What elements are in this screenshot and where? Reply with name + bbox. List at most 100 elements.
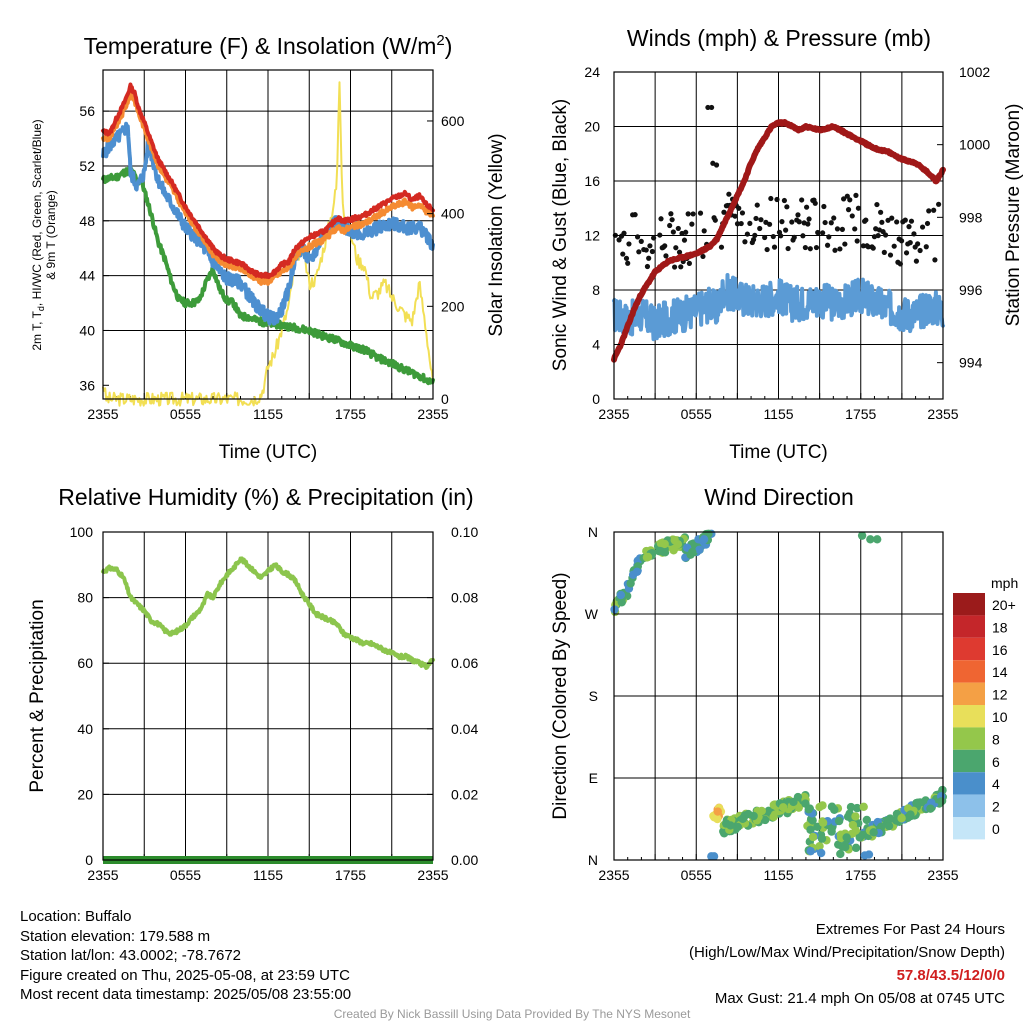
gust-point bbox=[805, 221, 811, 227]
direction-point bbox=[769, 812, 778, 822]
recent-text: Most recent data timestamp: 2025/05/08 2… bbox=[20, 986, 352, 1003]
gust-point bbox=[841, 196, 847, 202]
gust-point bbox=[738, 220, 744, 227]
y-tick-label: 48 bbox=[79, 213, 95, 229]
direction-point bbox=[808, 832, 818, 842]
y-tick-label: 0 bbox=[592, 391, 600, 407]
y2-tick-label: 0.10 bbox=[451, 524, 478, 540]
gust-point bbox=[831, 215, 837, 221]
credit-text: Created By Nick Bassill Using Data Provi… bbox=[333, 1007, 691, 1021]
direction-point bbox=[885, 814, 895, 823]
y2-tick-label: 1002 bbox=[959, 64, 990, 80]
gust-point bbox=[815, 229, 821, 236]
gust-point bbox=[636, 249, 642, 255]
direction-point bbox=[695, 545, 704, 554]
gust-point bbox=[791, 234, 797, 240]
gust-point bbox=[649, 248, 655, 255]
y-tick-label: N bbox=[588, 852, 598, 868]
direction-point bbox=[836, 849, 845, 859]
gust-point bbox=[806, 216, 812, 222]
gust-point bbox=[726, 191, 732, 197]
gust-point bbox=[865, 244, 871, 250]
extremes-subtitle: (High/Low/Max Wind/Precipitation/Snow De… bbox=[689, 944, 1005, 961]
gust-point bbox=[750, 237, 757, 243]
colorbar-swatch bbox=[953, 817, 985, 840]
gust-point bbox=[917, 247, 923, 254]
x-tick-label: 0555 bbox=[170, 867, 201, 883]
chart-title-main: Temperature (F) & Insolation (W/m bbox=[84, 33, 437, 59]
colorbar-label: 6 bbox=[992, 754, 1000, 770]
x-tick-label: 0555 bbox=[681, 867, 712, 883]
direction-point bbox=[834, 816, 844, 826]
y-axis-label-part: , HI/WC (Red, Green, Scarlet/Blue) bbox=[30, 119, 44, 306]
gust-point bbox=[832, 247, 838, 253]
y-axis-label-line2: & 9m T (Orange) bbox=[44, 190, 58, 280]
y-tick-label: 24 bbox=[584, 64, 600, 80]
gust-point bbox=[902, 217, 908, 223]
direction-point bbox=[857, 531, 867, 540]
direction-point bbox=[673, 540, 683, 549]
direction-point bbox=[842, 833, 851, 842]
gust-point bbox=[913, 258, 920, 264]
chart-title-sup: 2 bbox=[436, 32, 444, 49]
gust-point bbox=[796, 219, 802, 225]
y2-tick-label: 0.00 bbox=[451, 852, 478, 868]
x-tick-label: 2355 bbox=[87, 406, 118, 422]
direction-point bbox=[864, 850, 874, 859]
x-tick-label: 1155 bbox=[253, 867, 283, 883]
direction-point bbox=[815, 802, 824, 812]
gust-point bbox=[894, 219, 900, 225]
gust-point bbox=[701, 228, 707, 234]
gust-point bbox=[721, 209, 727, 215]
y-tick-label: 16 bbox=[584, 173, 600, 189]
direction-point bbox=[779, 803, 788, 812]
colorbar-label: 12 bbox=[992, 687, 1008, 703]
gust-point bbox=[623, 255, 630, 261]
gust-point bbox=[785, 245, 791, 252]
colorbar-label: 18 bbox=[992, 619, 1008, 635]
gust-point bbox=[847, 197, 853, 203]
gust-point bbox=[781, 197, 787, 204]
gust-point bbox=[657, 232, 663, 238]
colorbar-swatch bbox=[953, 727, 985, 750]
temp-panel: 2355 0555 1155 1755 2355 36 40 44 48 52 56 0 200 400 6… bbox=[30, 32, 507, 463]
gust-point bbox=[839, 226, 845, 232]
gust-point bbox=[911, 231, 917, 237]
colorbar-label: 10 bbox=[992, 709, 1008, 725]
direction-point bbox=[760, 815, 770, 825]
direction-point bbox=[912, 798, 921, 808]
gust-point bbox=[849, 213, 855, 219]
chart-title: Winds (mph) & Pressure (mb) bbox=[627, 25, 931, 51]
gust-point bbox=[923, 244, 929, 250]
direction-point bbox=[884, 821, 894, 831]
gust-point bbox=[783, 227, 789, 233]
gust-point bbox=[837, 246, 843, 252]
y-tick-label: 8 bbox=[592, 282, 600, 298]
direction-point bbox=[699, 535, 709, 544]
gust-point bbox=[807, 246, 813, 252]
x-tick-label: 0555 bbox=[681, 406, 712, 422]
y-tick-label: 20 bbox=[77, 786, 93, 802]
gust-point bbox=[879, 219, 885, 225]
gust-point bbox=[852, 226, 858, 232]
gust-point bbox=[697, 210, 704, 216]
gust-point bbox=[771, 244, 778, 250]
gust-point bbox=[686, 260, 692, 266]
gust-point bbox=[826, 234, 832, 240]
gust-point bbox=[821, 203, 827, 210]
gust-point bbox=[903, 250, 910, 256]
gust-point bbox=[700, 253, 706, 260]
gust-point bbox=[662, 243, 668, 249]
gust-point bbox=[897, 261, 903, 267]
direction-point bbox=[643, 552, 653, 562]
direction-point bbox=[616, 590, 626, 600]
gust-point bbox=[800, 233, 806, 239]
direction-point bbox=[789, 797, 798, 807]
y2-tick-label: 996 bbox=[959, 282, 983, 298]
y2-tick-label: 200 bbox=[441, 298, 465, 314]
y2-tick-label: 0.06 bbox=[451, 655, 478, 671]
y-axis-label: Sonic Wind & Gust (Blue, Black) bbox=[550, 99, 571, 371]
direction-point bbox=[817, 834, 827, 843]
colorbar-swatch bbox=[953, 749, 985, 773]
gust-point bbox=[616, 237, 622, 243]
